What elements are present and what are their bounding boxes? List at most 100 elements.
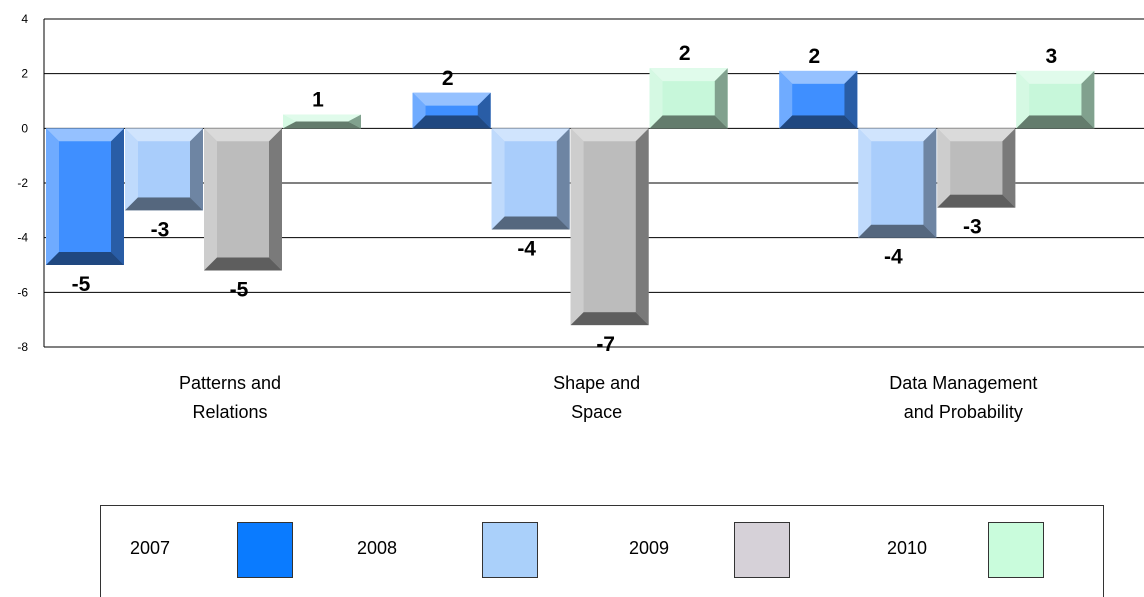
data-label: -4 — [884, 246, 903, 269]
data-label: -7 — [596, 333, 615, 356]
category-label: Space — [571, 402, 622, 422]
data-label: 2 — [679, 42, 691, 65]
data-label: -5 — [72, 273, 91, 296]
legend-label-2010: 2010 — [887, 538, 928, 558]
bar-bevel-top — [858, 128, 937, 142]
y-tick-label: -8 — [17, 340, 28, 354]
bar-bevel-bottom — [649, 115, 728, 129]
chart: 4 2 0 -2 -4 -6 -8 -5 -3 -5 1 Patterns and Relations 2… — [17, 12, 1144, 422]
bar-face — [662, 81, 715, 116]
data-label: 1 — [312, 89, 324, 112]
data-label: -4 — [517, 237, 536, 260]
bar-bevel-left — [491, 128, 505, 230]
bar-bevel-top — [779, 70, 858, 84]
bar-bevel-right — [714, 68, 728, 129]
category-label: Shape and — [553, 373, 640, 393]
legend-label-2007: 2007 — [130, 538, 171, 558]
bar-face — [871, 141, 924, 225]
data-label: -3 — [151, 218, 170, 241]
bar-face — [425, 105, 478, 116]
bar-bevel-bottom — [412, 115, 491, 129]
category-label: Patterns and — [179, 373, 281, 393]
bar-bevel-bottom — [46, 252, 124, 265]
bar-bevel-bottom — [204, 257, 282, 271]
bar-bevel-bottom — [570, 312, 649, 326]
bar-bevel-top — [204, 128, 282, 142]
y-tick-label: -6 — [17, 285, 28, 299]
bar-face — [59, 141, 111, 252]
data-label: -3 — [963, 216, 982, 239]
bar-face — [138, 141, 190, 198]
bar-bevel-top — [491, 128, 570, 142]
bar-bevel-left — [570, 128, 584, 326]
bar-2008-2 — [858, 128, 937, 238]
bar-bevel-right — [1002, 128, 1016, 208]
y-tick-label: 2 — [21, 67, 28, 81]
bar-2010-1 — [649, 68, 728, 129]
bar-bevel-top — [46, 128, 124, 142]
bar-bevel-right — [923, 128, 937, 238]
bar-bevel-left — [858, 128, 872, 238]
bar-2010-0 — [283, 114, 361, 129]
bar-face — [217, 141, 269, 258]
legend-swatch-2008 — [482, 522, 538, 578]
bar-face — [583, 141, 636, 313]
y-tick-label: 4 — [21, 12, 28, 26]
bar-bevel-right — [111, 128, 124, 265]
bar-bevel-top — [1016, 70, 1095, 84]
bar-bevel-top — [125, 128, 203, 142]
bar-bevel-left — [125, 128, 138, 211]
bar-2009-2 — [937, 128, 1016, 208]
bar-bevel-bottom — [491, 216, 570, 230]
bar-bevel-right — [477, 92, 491, 129]
bar-2007-1 — [412, 92, 491, 129]
bar-bevel-bottom — [779, 115, 858, 129]
data-label: 3 — [1045, 45, 1057, 68]
bar-bevel-bottom — [937, 194, 1016, 208]
bar-bevel-bottom — [283, 121, 361, 129]
bar-bevel-left — [204, 128, 217, 271]
legend: 2007 2008 2009 2010 — [100, 505, 1104, 597]
legend-swatch-2007 — [237, 522, 293, 578]
bar-bevel-left — [649, 68, 663, 129]
legend-label-2008: 2008 — [357, 538, 398, 558]
bar-2009-0 — [204, 128, 282, 271]
bar-bevel-bottom — [125, 197, 203, 211]
bar-face — [504, 141, 557, 217]
bar-bevel-right — [635, 128, 649, 326]
y-tick-label: 0 — [21, 121, 28, 135]
bar-face — [1029, 83, 1082, 116]
bar-face — [792, 83, 845, 116]
bar-bevel-top — [412, 92, 491, 106]
bar-bevel-left — [412, 92, 426, 129]
bar-bevel-left — [46, 128, 59, 265]
bar-bevel-left — [283, 114, 296, 129]
y-tick-label: -2 — [17, 176, 28, 190]
bar-bevel-left — [937, 128, 951, 208]
category-label: Relations — [192, 402, 267, 422]
bar-bevel-left — [1016, 70, 1030, 129]
bar-bevel-left — [779, 70, 793, 129]
bar-bevel-right — [844, 70, 858, 129]
bar-2008-0 — [125, 128, 203, 211]
bar-bevel-right — [1081, 70, 1095, 129]
bar-bevel-right — [348, 114, 361, 129]
bar-face — [950, 141, 1003, 195]
legend-swatch-2010 — [988, 522, 1044, 578]
bar-bevel-top — [937, 128, 1016, 142]
bar-2009-1 — [570, 128, 649, 326]
legend-swatch-2009 — [734, 522, 790, 578]
bar-bevel-bottom — [858, 224, 937, 238]
bar-2007-0 — [46, 128, 124, 265]
bar-bevel-top — [649, 68, 728, 82]
bar-2008-1 — [491, 128, 570, 230]
bar-bevel-bottom — [1016, 115, 1095, 129]
category-label: and Probability — [904, 402, 1023, 422]
bar-2010-2 — [1016, 70, 1095, 129]
category-label: Data Management — [889, 373, 1037, 393]
data-label: 2 — [442, 67, 454, 90]
y-tick-label: -4 — [17, 231, 28, 245]
bar-bevel-right — [190, 128, 203, 211]
bar-bevel-top — [570, 128, 649, 142]
bar-bevel-right — [269, 128, 282, 271]
